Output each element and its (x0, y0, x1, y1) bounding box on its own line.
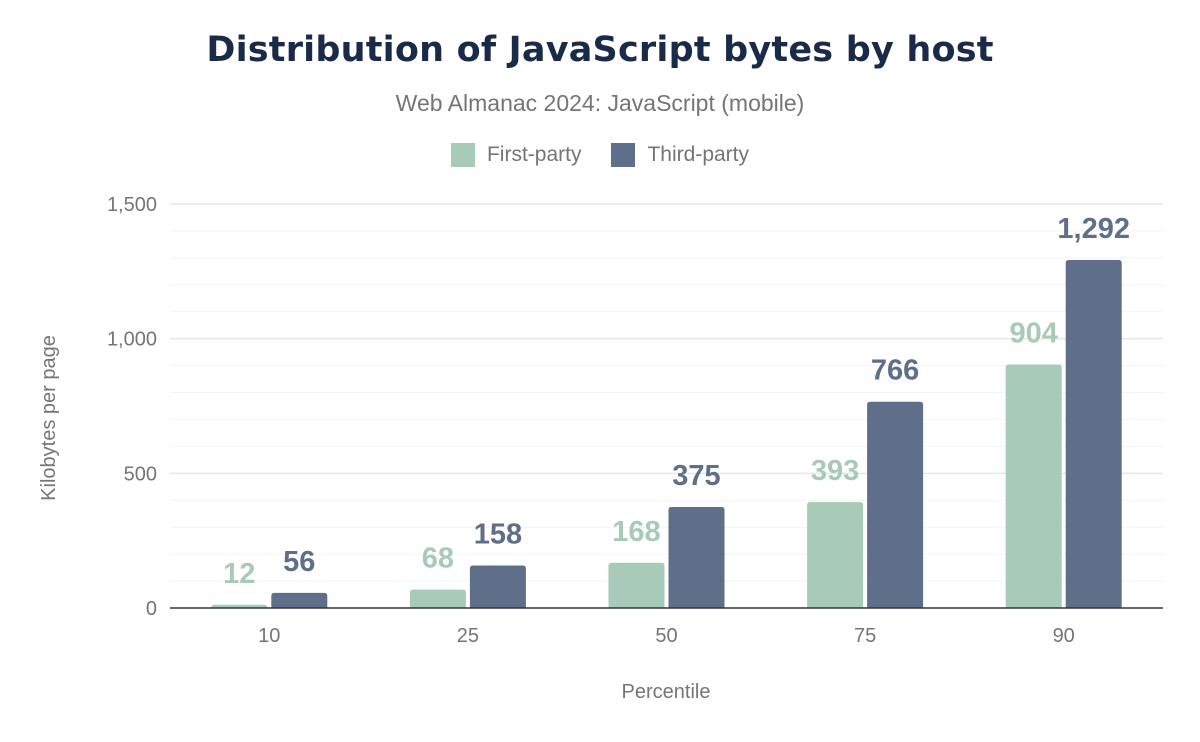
y-tick-label: 1,500 (107, 194, 157, 216)
bar-third-party (271, 592, 328, 608)
y-tick-label: 0 (146, 598, 157, 620)
x-tick-label: 90 (1053, 625, 1075, 647)
legend-label: Third-party (647, 143, 750, 166)
data-label: 766 (871, 355, 919, 387)
data-label: 158 (474, 518, 522, 550)
data-label: 1,292 (1057, 213, 1130, 245)
legend-item-first-party[interactable]: First-party (450, 143, 582, 167)
bar-first-party (807, 502, 864, 608)
y-tick-label: 500 (124, 463, 157, 485)
legend-swatch (450, 143, 475, 167)
y-axis-label: Kilobytes per page (38, 335, 60, 501)
data-label: 68 (422, 543, 454, 575)
legend-label: First-party (486, 143, 582, 166)
x-tick-label: 75 (854, 625, 876, 647)
bar-third-party (668, 507, 725, 608)
bar-third-party (1065, 260, 1122, 608)
x-axis-label: Percentile (622, 681, 711, 703)
bar-first-party (409, 589, 466, 608)
data-label: 168 (612, 516, 660, 548)
bar-first-party (1005, 364, 1062, 608)
bar-first-party (211, 604, 268, 608)
x-tick-label: 10 (258, 625, 280, 647)
data-label: 393 (811, 455, 859, 487)
legend-swatch (611, 143, 636, 167)
chart-title: Distribution of JavaScript bytes by host (206, 30, 994, 70)
data-label: 375 (672, 460, 720, 492)
legend-item-third-party[interactable]: Third-party (611, 143, 749, 167)
bar-third-party (469, 565, 526, 608)
data-label: 12 (223, 558, 255, 590)
x-tick-label: 25 (457, 625, 479, 647)
y-tick-label: 1,000 (107, 329, 157, 351)
legend: First-party Third-party (0, 143, 1200, 167)
data-label: 904 (1010, 318, 1058, 350)
x-tick-label: 50 (655, 625, 677, 647)
chart-subtitle: Web Almanac 2024: JavaScript (mobile) (395, 90, 805, 116)
bar-first-party (608, 562, 665, 608)
data-label: 56 (283, 546, 315, 578)
bar-third-party (867, 401, 924, 608)
